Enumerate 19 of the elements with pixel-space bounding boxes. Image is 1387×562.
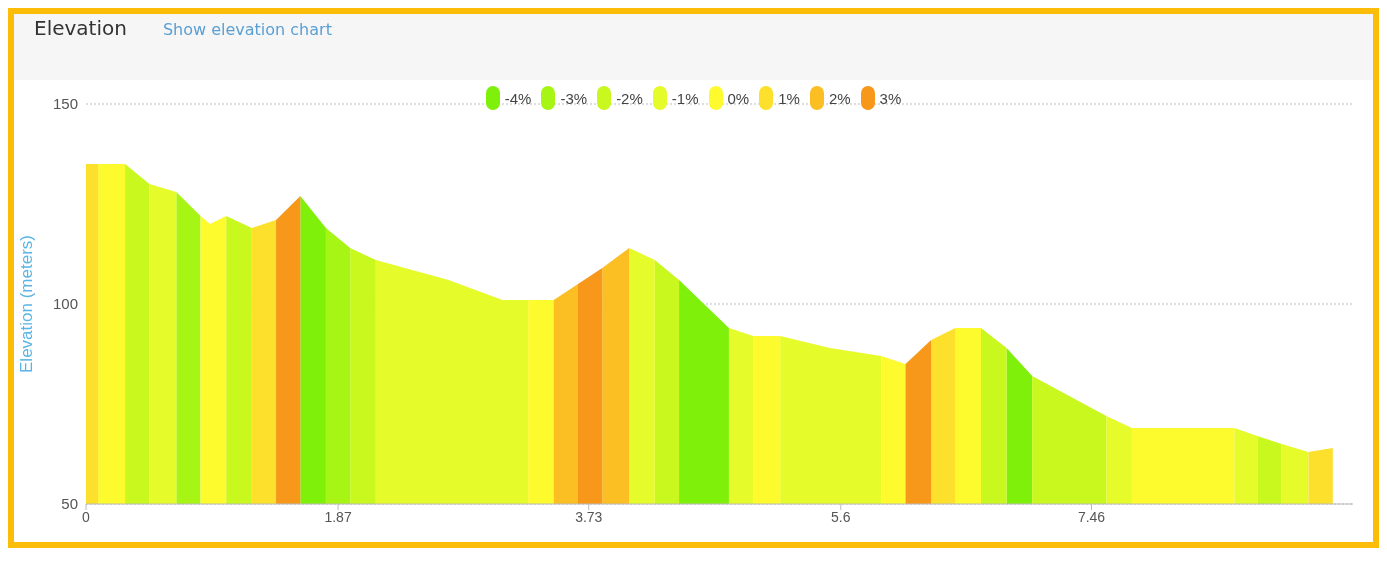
chart-title: Elevation (34, 16, 127, 40)
x-tick-label: 5.6 (831, 508, 851, 525)
legend-label: 1% (778, 89, 800, 107)
legend-label: -4% (504, 89, 532, 107)
legend-label: 0% (727, 89, 750, 107)
chart-subtitle: Show elevation chart (162, 19, 332, 39)
y-axis-title: Elevation (meters) (17, 235, 37, 373)
legend-label: -3% (560, 89, 588, 107)
legend-label: -1% (671, 89, 699, 107)
y-tick-label: 150 (52, 95, 78, 113)
y-tick-label: 100 (52, 295, 78, 313)
legend-label: 2% (828, 89, 851, 107)
y-tick-label: 50 (61, 495, 78, 513)
x-tick-label: 3.73 (575, 508, 603, 525)
legend-label: 3% (879, 89, 902, 107)
x-tick-label: 0 (82, 508, 91, 525)
x-tick-label: 1.87 (324, 508, 352, 525)
legend-label: -2% (616, 89, 643, 107)
x-tick-label: 7.46 (1077, 508, 1106, 525)
